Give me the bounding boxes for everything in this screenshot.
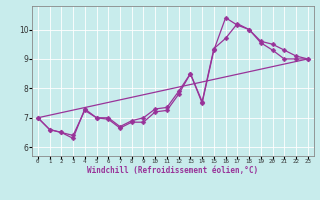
X-axis label: Windchill (Refroidissement éolien,°C): Windchill (Refroidissement éolien,°C) — [87, 166, 258, 175]
